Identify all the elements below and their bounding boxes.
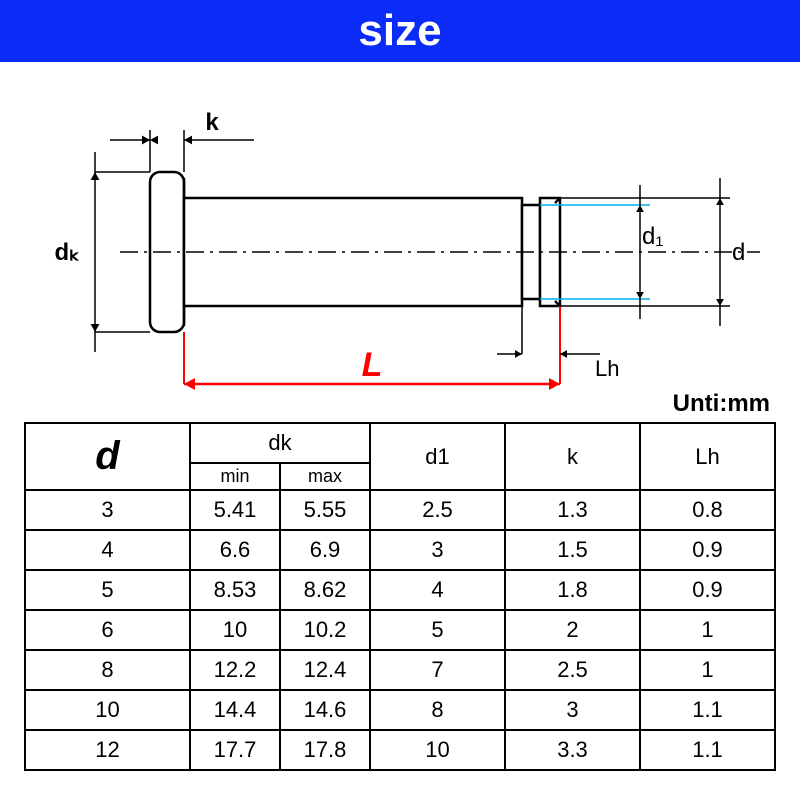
cell-d1: 7 <box>370 650 505 690</box>
cell-dk_min: 10 <box>190 610 280 650</box>
cell-dk_max: 17.8 <box>280 730 370 770</box>
cell-d: 3 <box>25 490 190 530</box>
cell-Lh: 0.9 <box>640 570 775 610</box>
cell-dk_min: 12.2 <box>190 650 280 690</box>
unit-label: Unti:mm <box>673 390 770 418</box>
cell-Lh: 0.8 <box>640 490 775 530</box>
svg-text:d₁: d₁ <box>642 223 663 250</box>
cell-Lh: 1 <box>640 650 775 690</box>
table-row: 812.212.472.51 <box>25 650 775 690</box>
cell-d1: 2.5 <box>370 490 505 530</box>
cell-k: 1.3 <box>505 490 640 530</box>
table-row: 35.415.552.51.30.8 <box>25 490 775 530</box>
col-k: k <box>505 423 640 490</box>
cell-d1: 5 <box>370 610 505 650</box>
cell-d1: 4 <box>370 570 505 610</box>
table-row: 46.66.931.50.9 <box>25 530 775 570</box>
cell-dk_max: 5.55 <box>280 490 370 530</box>
cell-Lh: 1.1 <box>640 730 775 770</box>
cell-dk_max: 8.62 <box>280 570 370 610</box>
cell-d: 10 <box>25 690 190 730</box>
table-row: 58.538.6241.80.9 <box>25 570 775 610</box>
cell-Lh: 0.9 <box>640 530 775 570</box>
size-table: d dk d1 k Lh min max 35.415.552.51.30.84… <box>24 422 776 771</box>
svg-text:d: d <box>732 239 745 266</box>
cell-dk_min: 8.53 <box>190 570 280 610</box>
header-banner: size <box>0 0 800 62</box>
table-row: 1217.717.8103.31.1 <box>25 730 775 770</box>
svg-text:dₖ: dₖ <box>55 239 80 266</box>
table-row: 1014.414.6831.1 <box>25 690 775 730</box>
cell-Lh: 1 <box>640 610 775 650</box>
cell-d1: 8 <box>370 690 505 730</box>
cell-k: 1.8 <box>505 570 640 610</box>
table-row: 61010.2521 <box>25 610 775 650</box>
cell-dk_min: 5.41 <box>190 490 280 530</box>
cell-k: 2.5 <box>505 650 640 690</box>
cell-dk_max: 12.4 <box>280 650 370 690</box>
svg-text:Lh: Lh <box>595 356 619 381</box>
cell-Lh: 1.1 <box>640 690 775 730</box>
cell-dk_max: 10.2 <box>280 610 370 650</box>
cell-d1: 3 <box>370 530 505 570</box>
cell-d: 12 <box>25 730 190 770</box>
cell-d: 5 <box>25 570 190 610</box>
col-Lh: Lh <box>640 423 775 490</box>
cell-d: 6 <box>25 610 190 650</box>
pin-drawing: k dₖ L Lh d₁ d <box>0 62 800 422</box>
cell-dk_min: 6.6 <box>190 530 280 570</box>
size-table-container: d dk d1 k Lh min max 35.415.552.51.30.84… <box>0 422 800 781</box>
technical-diagram: k dₖ L Lh d₁ d Unti:mm <box>0 62 800 422</box>
cell-dk_max: 6.9 <box>280 530 370 570</box>
cell-dk_max: 14.6 <box>280 690 370 730</box>
svg-text:k: k <box>205 109 219 136</box>
cell-k: 3 <box>505 690 640 730</box>
cell-k: 2 <box>505 610 640 650</box>
svg-text:L: L <box>362 346 383 384</box>
col-d: d <box>25 423 190 490</box>
cell-dk_min: 17.7 <box>190 730 280 770</box>
cell-dk_min: 14.4 <box>190 690 280 730</box>
cell-k: 1.5 <box>505 530 640 570</box>
header-title: size <box>358 6 441 56</box>
col-dk-max: max <box>280 463 370 490</box>
cell-d: 4 <box>25 530 190 570</box>
cell-d: 8 <box>25 650 190 690</box>
col-dk-min: min <box>190 463 280 490</box>
col-dk: dk <box>190 423 370 463</box>
cell-d1: 10 <box>370 730 505 770</box>
cell-k: 3.3 <box>505 730 640 770</box>
col-d1: d1 <box>370 423 505 490</box>
table-body: 35.415.552.51.30.846.66.931.50.958.538.6… <box>25 490 775 770</box>
